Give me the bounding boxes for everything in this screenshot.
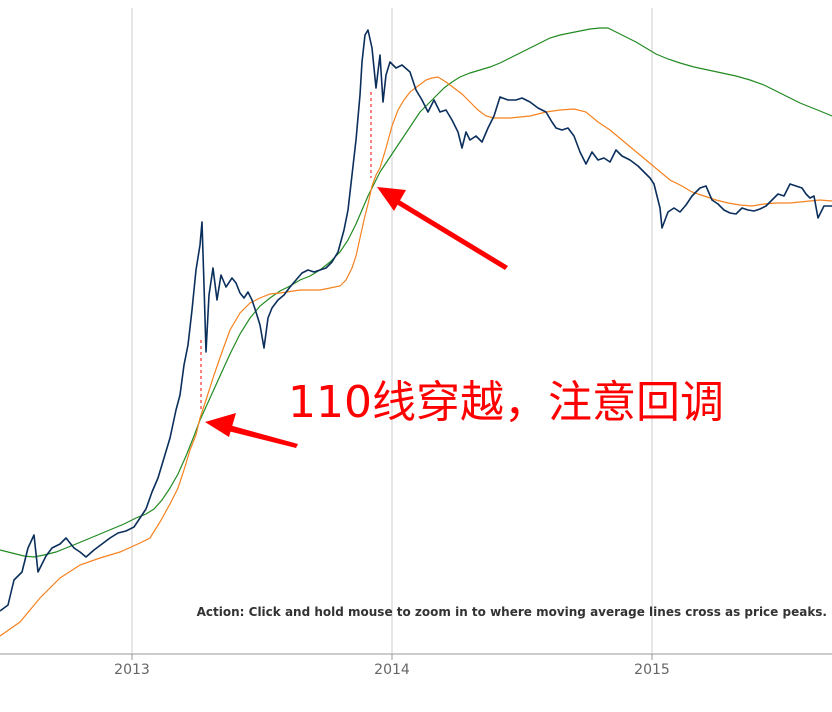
arrow-head <box>377 187 406 211</box>
x-tick-label-2014: 2014 <box>374 662 410 678</box>
annotation-arrow-2 <box>377 187 508 270</box>
x-tick-label-2013: 2013 <box>114 662 150 678</box>
x-axis-ticks <box>131 654 653 660</box>
arrow-shaft <box>393 198 508 270</box>
arrow-head <box>205 413 236 437</box>
annotation-arrow-1 <box>205 413 298 448</box>
instruction-note: Action: Click and hold mouse to zoom in … <box>197 605 827 619</box>
x-tick-label-2015: 2015 <box>634 662 670 678</box>
price-line <box>0 29 832 612</box>
grid-lines <box>131 8 653 654</box>
ma-long-line <box>0 27 832 558</box>
arrow-shaft <box>220 423 298 448</box>
headline-annotation: 110线穿越，注意回调 <box>288 377 724 428</box>
ma-short-line <box>0 76 832 637</box>
